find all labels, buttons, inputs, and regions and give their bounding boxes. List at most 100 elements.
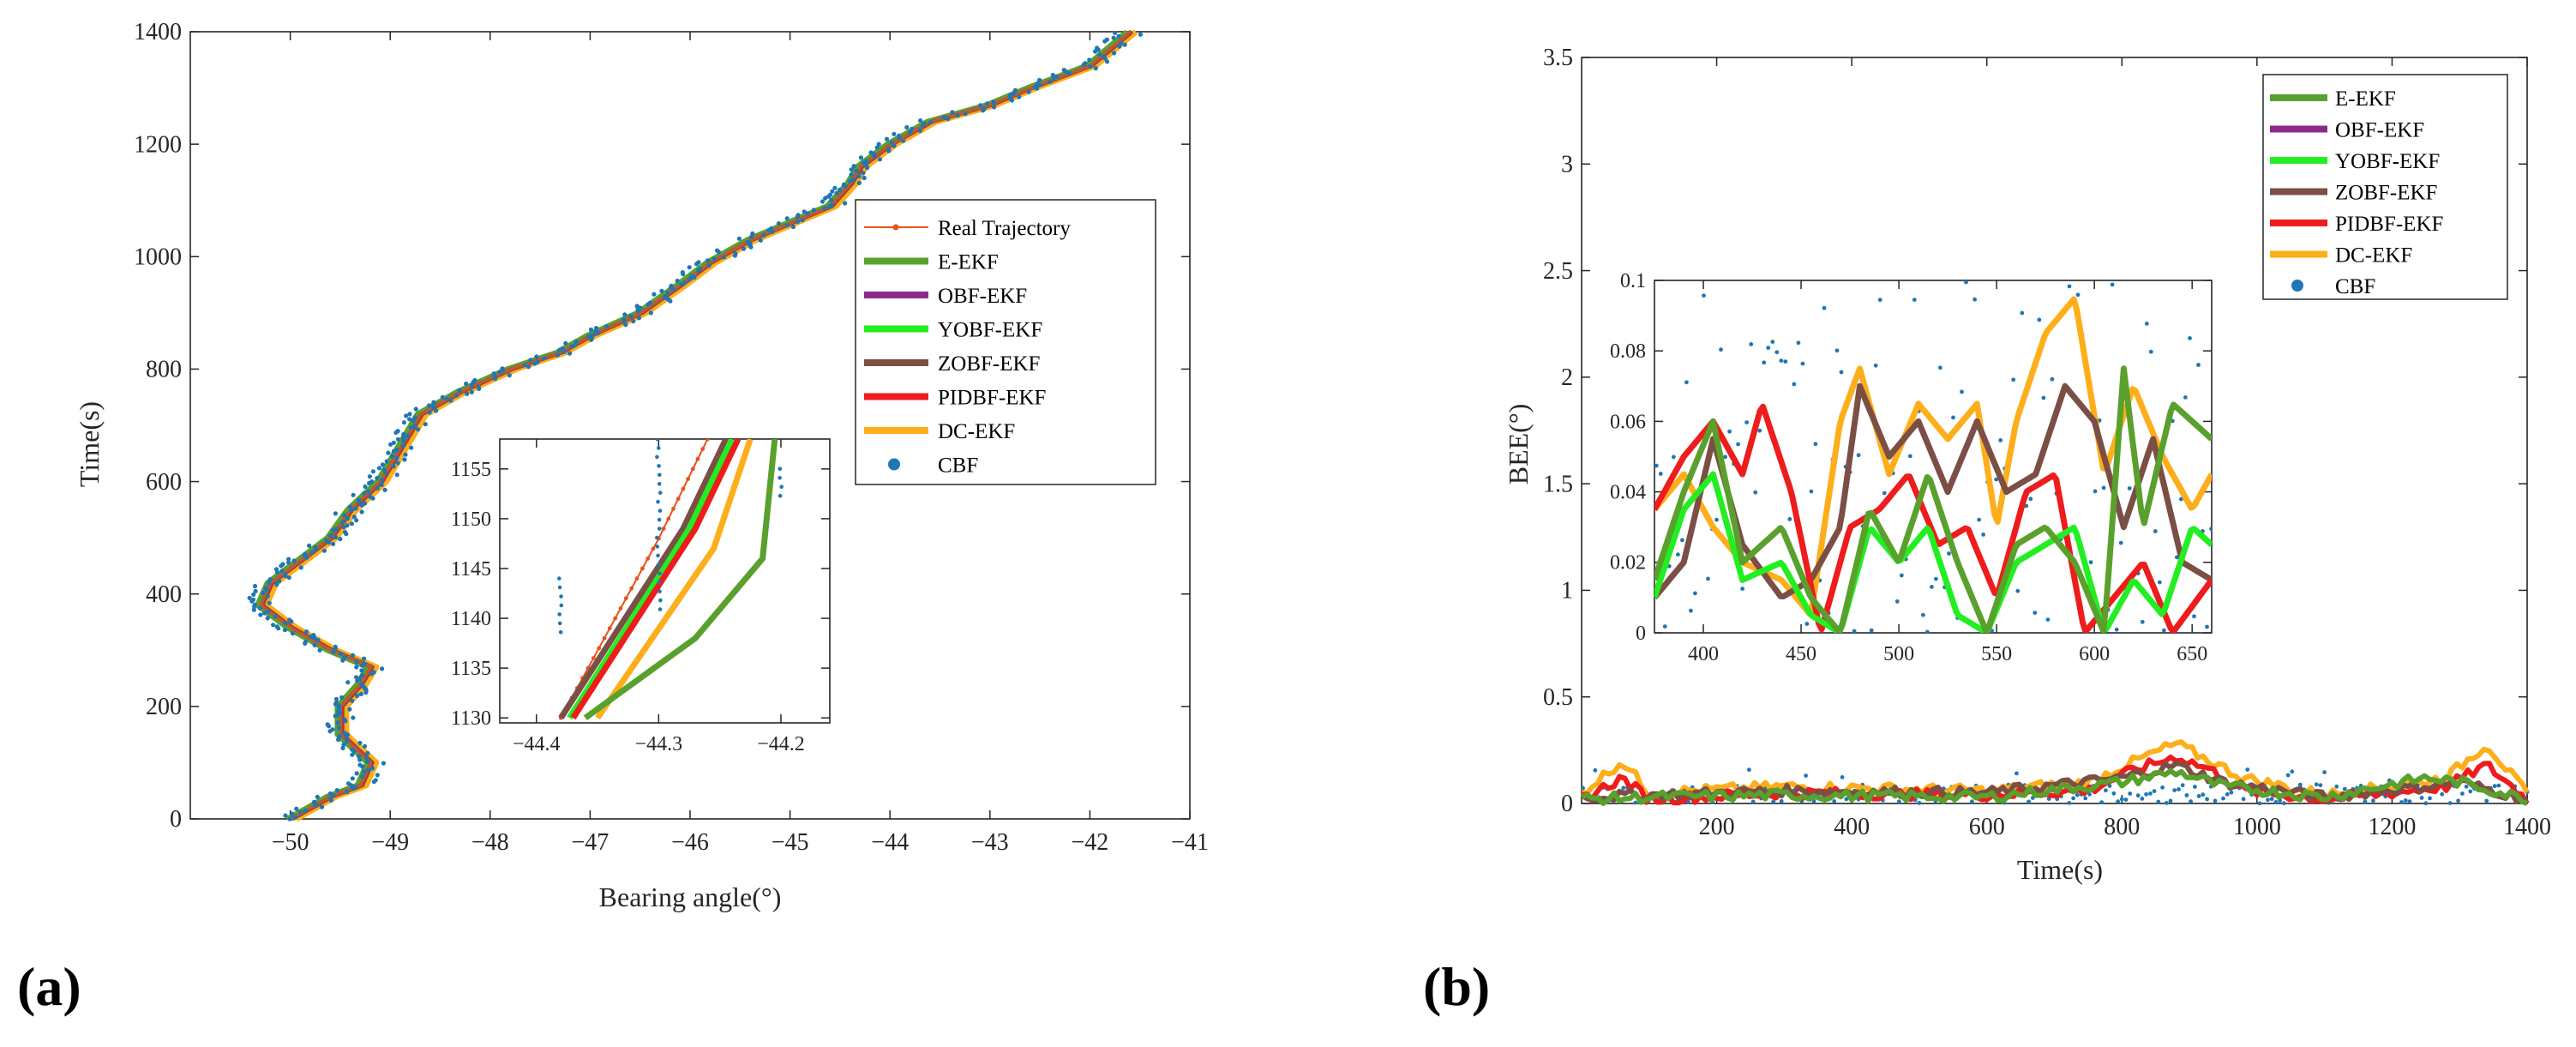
panel-a-cbf-point	[354, 675, 359, 680]
panel-a-cbf-point	[253, 588, 258, 594]
panel-b-cbf-point	[1896, 799, 1901, 804]
panel-b-cbf-point	[2160, 785, 2165, 790]
panel-b-cbf-point	[2083, 796, 2088, 801]
panel-a-cbf-point	[336, 725, 341, 731]
panel-a-cbf-point	[982, 106, 987, 111]
panel-a-cbf-point	[622, 321, 627, 326]
panel-b-inset-cbf-point	[1757, 428, 1762, 433]
panel-b-inset-cbf-point	[1960, 389, 1964, 394]
panel-a-cbf-point	[904, 124, 910, 130]
panel-a-cbf-point	[277, 579, 282, 584]
panel-b-inset-ytick-label: 0	[1636, 623, 1646, 645]
panel-a-cbf-point	[861, 171, 866, 176]
panel-a-cbf-point	[350, 747, 355, 752]
panel-b-legend-label: YOBF-EKF	[2335, 150, 2440, 173]
panel-a-cbf-point	[290, 631, 295, 636]
panel-a-inset-cbf-point	[558, 630, 563, 635]
panel-b-inset-xtick-label: 500	[1883, 643, 1914, 665]
panel-a-cbf-point	[416, 427, 421, 432]
panel-b-cbf-point	[2225, 791, 2230, 797]
panel-a-cbf-point	[273, 567, 279, 572]
panel-a-inset-cbf-point	[657, 517, 662, 522]
panel-b-cbf-point	[2027, 799, 2032, 804]
panel-b-inset-cbf-point	[1783, 359, 1788, 364]
panel-a-cbf-point	[261, 590, 266, 596]
panel-b-cbf-point	[1804, 773, 1809, 778]
panel-a-cbf-point	[849, 167, 854, 172]
panel-b-series-e-ekf	[1581, 767, 2528, 806]
panel-a-cbf-point	[336, 737, 341, 743]
panel-a-cbf-point	[328, 796, 333, 802]
panel-b-cbf-point	[2241, 797, 2246, 802]
panel-a-inset-real-marker	[640, 566, 645, 571]
panel-a-cbf-point	[353, 785, 358, 790]
panel-a-cbf-point	[647, 300, 653, 305]
panel-a-cbf-point	[907, 129, 912, 135]
panel-b-inset-cbf-point	[1804, 622, 1810, 626]
panel-a-cbf-point	[344, 736, 350, 741]
panel-a-cbf-point	[370, 469, 375, 474]
panel-b-inset-cbf-point	[1753, 490, 1758, 495]
panel-a-cbf-point	[652, 292, 657, 297]
panel-a-inset-real-marker	[686, 477, 690, 481]
panel-a-cbf-point	[336, 708, 341, 713]
panel-b-inset-cbf-point	[2033, 611, 2038, 615]
panel-b-cbf-point	[2273, 800, 2279, 804]
panel-b-inset-cbf-point	[1662, 624, 1667, 629]
panel-a-cbf-point	[561, 349, 567, 354]
panel-a-cbf-point	[267, 577, 273, 582]
panel-a-cbf-point	[569, 344, 574, 349]
panel-a-cbf-point	[341, 525, 346, 530]
panel-b-inset-cbf-point	[1894, 599, 1900, 604]
panel-a-cbf-point	[768, 226, 774, 232]
panel-b-inset-cbf-point	[1994, 477, 1999, 482]
panel-a-cbf-point	[375, 773, 380, 778]
panel-b-inset-cbf-point	[1921, 612, 1925, 617]
panel-b-inset-cbf-point	[1736, 442, 1740, 447]
panel-a-cbf-point	[353, 506, 358, 511]
panel-a-cbf-point	[1093, 66, 1098, 71]
panel-a-inset-ytick-label: 1155	[451, 459, 491, 481]
panel-a-cbf-point	[829, 202, 834, 208]
panel-b-cbf-point	[2168, 798, 2173, 803]
panel-a-cbf-point	[265, 593, 270, 599]
panel-b-inset-series-e-ekf	[1654, 365, 2212, 633]
panel-a-cbf-point	[856, 180, 862, 185]
panel-b-inset-cbf-point	[1873, 363, 1878, 368]
panel-a-label: (a)	[17, 956, 81, 1017]
panel-a-cbf-point	[349, 521, 354, 527]
panel-b-inset-ytick-label: 0.1	[1620, 270, 1646, 292]
panel-b-xtick-label: 1200	[2368, 814, 2416, 840]
panel-b-cbf-point	[2172, 788, 2177, 792]
panel-a-legend-label: YOBF-EKF	[938, 319, 1042, 342]
panel-a-cbf-point	[721, 255, 727, 260]
panel-b-inset-cbf-point	[1749, 342, 1754, 346]
panel-a-cbf-point	[636, 316, 642, 321]
panel-a-xtick-label: −44	[871, 829, 909, 856]
panel-b-inset-ytick-label: 0.08	[1610, 340, 1646, 363]
panel-a-cbf-point	[715, 248, 720, 253]
panel-b-inset-cbf-point	[2183, 395, 2188, 400]
panel-a-cbf-point	[274, 582, 279, 587]
panel-a-cbf-point	[963, 111, 968, 117]
panel-b-cbf-point	[2119, 797, 2124, 802]
panel-a-inset-real-marker	[602, 635, 607, 641]
panel-a-cbf-point	[892, 131, 897, 136]
panel-a-inset-real-marker	[661, 527, 666, 531]
panel-b-inset-cbf-point	[1740, 587, 1744, 591]
panel-b-cbf-point	[2189, 799, 2194, 804]
panel-a-cbf-point	[822, 206, 827, 211]
panel-a-cbf-point	[362, 661, 367, 666]
panel-a-cbf-point	[333, 696, 339, 701]
panel-a-inset-cbf-point	[658, 598, 663, 603]
panel-a-cbf-point	[862, 175, 867, 181]
panel-a-cbf-point	[345, 789, 350, 795]
panel-a-cbf-point	[357, 757, 363, 762]
panel-a-cbf-point	[287, 816, 292, 821]
panel-a-cbf-point	[349, 508, 354, 513]
panel-a-cbf-point	[648, 310, 654, 316]
panel-a-cbf-point	[380, 478, 385, 483]
panel-a-inset-ytick-label: 1135	[451, 658, 491, 680]
panel-b-ytick-label: 0.5	[1543, 684, 1573, 711]
panel-b-inset-ytick-label: 0.02	[1610, 552, 1646, 575]
